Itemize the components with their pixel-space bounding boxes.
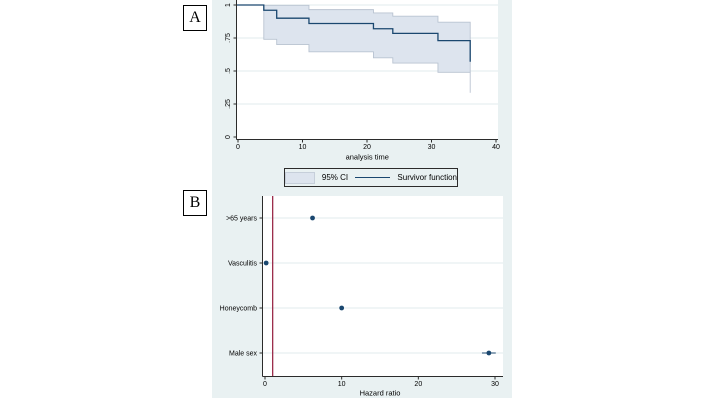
svg-text:0: 0	[236, 144, 240, 151]
svg-text:Male sex: Male sex	[229, 350, 258, 357]
svg-text:>65 years: >65 years	[226, 215, 257, 222]
svg-text:.25: .25	[225, 99, 232, 109]
survivor-line	[236, 4, 471, 62]
svg-text:0: 0	[225, 135, 232, 139]
figure: 0.25.5.75 1 0 10 20 30 40 analysis time 95% CI …	[212, 0, 512, 398]
svg-text:Vasculitis: Vasculitis	[228, 260, 258, 267]
svg-text:.75: .75	[225, 33, 232, 43]
svg-text:Hazard ratio: Hazard ratio	[360, 389, 401, 398]
gridlines	[262, 217, 503, 354]
svg-text:analysis time: analysis time	[346, 153, 389, 162]
axes	[233, 0, 498, 143]
svg-text:0: 0	[263, 381, 267, 388]
svg-text:.5: .5	[225, 68, 232, 74]
axes	[259, 196, 503, 380]
svg-text:20: 20	[363, 144, 371, 151]
data-points	[263, 215, 496, 356]
svg-text:30: 30	[428, 144, 436, 151]
svg-text:40: 40	[492, 144, 500, 151]
axis-labels: >65 years Vasculitis Honeycomb Male sex 0 10 2…	[220, 215, 499, 397]
survivor-line-swatch-icon	[355, 177, 391, 178]
plot-area	[262, 196, 503, 377]
legend: 95% CI Survivor function	[284, 168, 458, 187]
hazard-ratio-chart: >65 years Vasculitis Honeycomb Male sex 0 10 2…	[220, 196, 503, 398]
svg-text:1: 1	[225, 3, 232, 7]
panel-b-label: B	[183, 190, 207, 216]
ci-band	[263, 4, 471, 73]
ci-area-swatch-icon	[285, 171, 315, 184]
legend-label-survivor: Survivor function	[397, 173, 457, 182]
svg-text:10: 10	[338, 381, 346, 388]
svg-text:30: 30	[491, 381, 499, 388]
panel-a-label: A	[183, 5, 207, 31]
svg-text:10: 10	[299, 144, 307, 151]
svg-text:Honeycomb: Honeycomb	[220, 305, 257, 312]
svg-text:20: 20	[414, 381, 422, 388]
legend-label-ci: 95% CI	[321, 173, 349, 182]
